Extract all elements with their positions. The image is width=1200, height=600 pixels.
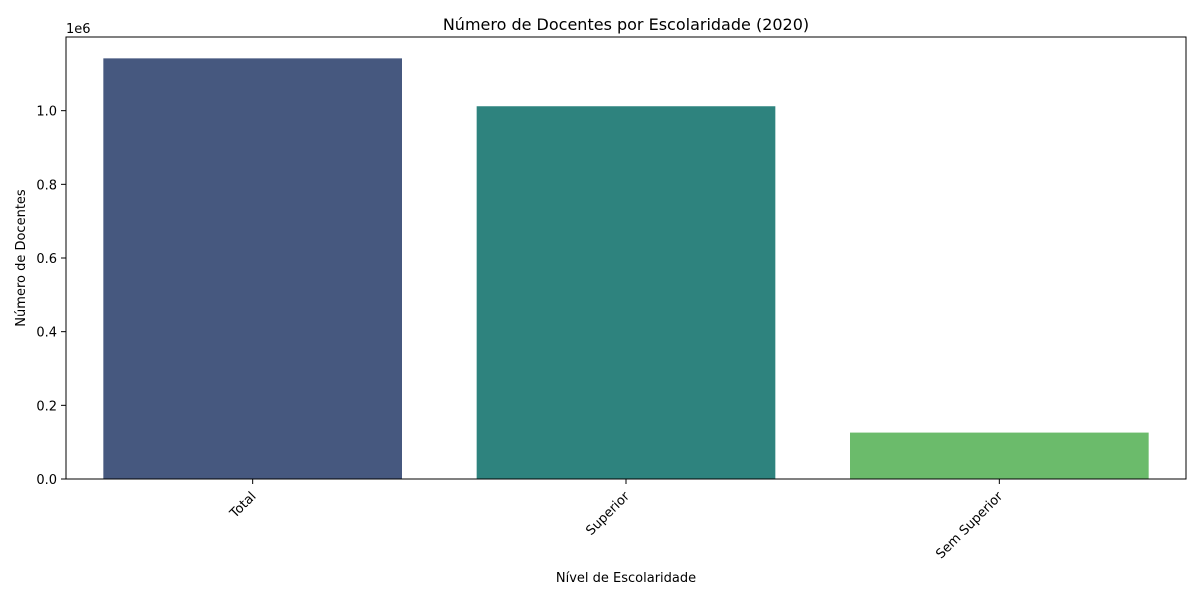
y-tick-label: 0.2 <box>36 399 57 414</box>
x-tick-label: Sem Superior <box>933 489 1006 562</box>
y-tick-label: 0.6 <box>36 252 57 267</box>
bars-layer <box>103 58 1149 479</box>
x-axis: Total Superior Sem Superior <box>227 479 1007 562</box>
y-axis: 0.0 0.2 0.4 0.6 0.8 1.0 <box>36 105 66 488</box>
bar-sem-superior <box>850 432 1149 479</box>
y-offset-label: 1e6 <box>66 22 91 37</box>
y-tick-label: 1.0 <box>36 105 57 120</box>
y-tick-label: 0.4 <box>36 326 57 341</box>
x-tick-label: Superior <box>583 489 633 539</box>
bar-total <box>103 58 402 479</box>
y-tick-label: 0.8 <box>36 178 57 193</box>
bar-superior <box>476 106 776 479</box>
x-axis-label: Nível de Escolaridade <box>556 571 696 586</box>
x-tick-label: Total <box>227 489 260 522</box>
y-axis-label: Número de Docentes <box>14 189 29 327</box>
chart-title: Número de Docentes por Escolaridade (202… <box>443 15 809 34</box>
y-tick-label: 0.0 <box>36 473 57 488</box>
